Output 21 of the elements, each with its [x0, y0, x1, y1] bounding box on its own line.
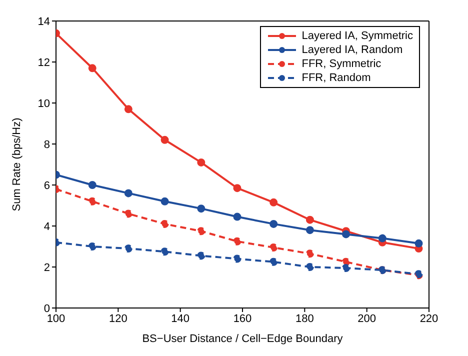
y-tick-label: 2	[44, 262, 50, 274]
x-axis-title: BS−User Distance / Cell−Edge Boundary	[142, 333, 344, 345]
x-tick-label: 100	[46, 312, 66, 325]
x-tick-label: 120	[108, 312, 128, 325]
y-tick-label: 10	[38, 98, 50, 110]
x-tick-label: 140	[171, 312, 190, 325]
x-tick-label: 180	[295, 312, 314, 325]
y-tick-label: 8	[44, 138, 50, 151]
y-tick-label: 4	[44, 220, 50, 233]
y-tick-label: 14	[38, 16, 50, 28]
legend-label: FFR, Symmetric	[302, 57, 382, 71]
legend-label: Layered IA, Symmetric	[302, 29, 413, 43]
y-tick-label: 0	[44, 302, 50, 315]
legend-label: FFR, Random	[302, 71, 371, 85]
y-tick-label: 6	[44, 180, 50, 192]
legend-label: Layered IA, Random	[302, 43, 403, 57]
y-axis-title: Sum Rate (bps/Hz)	[10, 118, 23, 212]
x-tick-label: 200	[358, 312, 376, 325]
x-tick-label: 220	[420, 312, 438, 325]
x-tick-label: 160	[233, 312, 252, 325]
y-tick-label: 12	[38, 56, 50, 69]
